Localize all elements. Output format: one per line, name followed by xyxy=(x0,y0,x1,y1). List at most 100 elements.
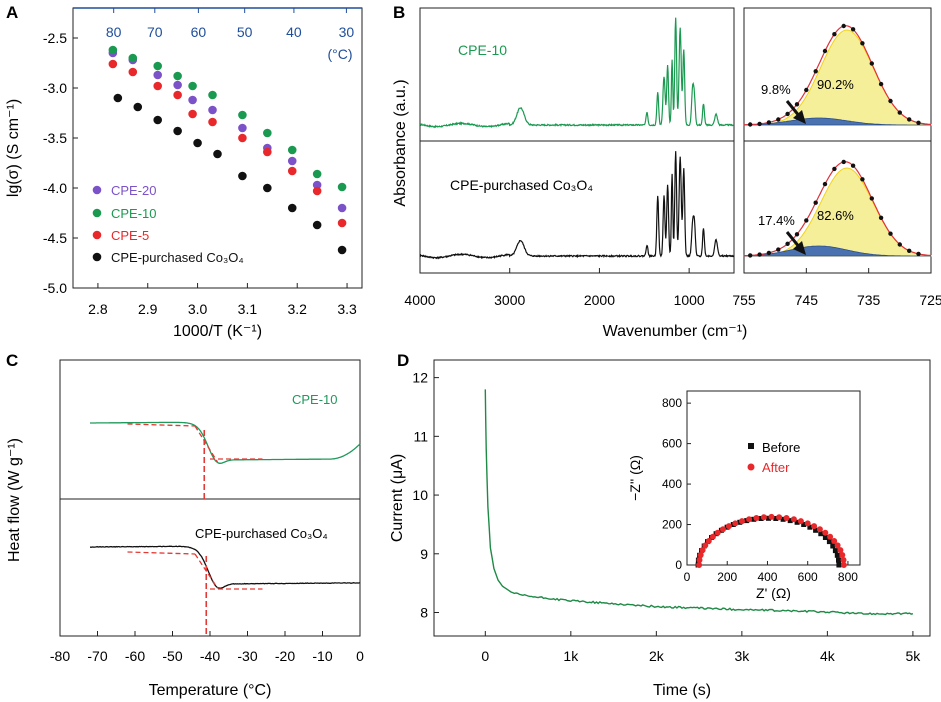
point-a-s1 xyxy=(153,61,163,71)
point-a-s3 xyxy=(113,93,123,103)
data-point-b0 xyxy=(757,121,762,127)
x-tick-label-d: 2k xyxy=(649,648,665,664)
point-a-s0 xyxy=(337,203,347,213)
point-a-s0 xyxy=(153,70,163,80)
top-tick-label-a: 80 xyxy=(106,24,122,40)
point-a-s1 xyxy=(108,45,118,55)
inset-point-after xyxy=(753,515,760,521)
data-point-b1 xyxy=(785,241,790,246)
point-a-s2 xyxy=(238,133,247,143)
inset-point-before xyxy=(807,524,813,530)
point-a-s3 xyxy=(287,203,297,213)
point-a-s0 xyxy=(208,105,217,115)
x-tick-label-c: -80 xyxy=(50,648,70,664)
inset-point-after xyxy=(776,514,783,521)
arrow-head-b0 xyxy=(793,110,806,124)
data-point-b1 xyxy=(757,252,762,257)
panel-letter-b: B xyxy=(393,3,405,22)
inset-x-label-d: Z' (Ω) xyxy=(756,585,791,601)
panel-d-current: 0 1k 2k 3k 4k 5k 8 9 10 11 12 Time (s) Current (μA) 0… xyxy=(389,359,931,699)
x-axis-label-d: Time (s) xyxy=(653,682,711,699)
inset-point-before xyxy=(801,522,807,527)
inset-legend-marker-before xyxy=(748,443,754,449)
top-axis-unit-a: (°C) xyxy=(327,46,352,62)
y-tick-label-a: -5.0 xyxy=(43,280,67,296)
y-tick-label-d: 9 xyxy=(420,546,428,562)
data-point-b0 xyxy=(832,32,837,37)
x-tick-label-a: 2.8 xyxy=(88,301,108,317)
inset-point-before xyxy=(766,515,771,521)
inset-point-after xyxy=(746,516,753,523)
x-tick-label-a: 3.2 xyxy=(287,301,307,317)
fit-large-pct-b0: 90.2% xyxy=(817,77,854,92)
inset-point-after xyxy=(768,513,775,520)
x-tick-label-b-left: 3000 xyxy=(494,292,525,308)
label-cpe-purchased-c: CPE-purchased Co₃O₄ xyxy=(195,526,328,541)
point-a-s1 xyxy=(238,110,247,120)
inset-y-tick-label-d: 800 xyxy=(662,396,682,410)
x-tick-label-d: 1k xyxy=(563,648,579,664)
point-a-s2 xyxy=(312,186,322,196)
inset-point-after xyxy=(760,514,767,521)
x-tick-label-b-right: 745 xyxy=(795,292,819,308)
x-tick-label-d: 5k xyxy=(905,648,921,664)
inset-point-after xyxy=(720,526,726,533)
x-tick-label-c: -20 xyxy=(275,648,295,664)
x-tick-label-c: -70 xyxy=(87,648,107,664)
data-point-b1 xyxy=(766,250,772,256)
inset-point-before xyxy=(830,543,836,549)
point-a-s3 xyxy=(337,245,347,255)
data-point-b0 xyxy=(794,102,800,107)
point-a-s0 xyxy=(238,123,247,133)
y-axis-label-b: Absorbance (a.u.) xyxy=(392,79,409,206)
point-a-s2 xyxy=(128,67,138,77)
inset-point-after xyxy=(699,547,706,554)
dsc-curve-cpe-purchased xyxy=(89,545,361,589)
x-tick-label-c: -60 xyxy=(125,648,145,664)
inset-point-before xyxy=(813,527,819,533)
inset-x-tick-label-d: 400 xyxy=(757,570,777,584)
inset-point-after xyxy=(702,542,709,549)
data-point-b1 xyxy=(916,251,921,257)
data-point-b1 xyxy=(804,218,809,223)
point-a-s1 xyxy=(173,71,182,81)
data-point-b0 xyxy=(869,61,874,66)
data-point-b1 xyxy=(850,163,856,168)
x-tick-label-b-left: 1000 xyxy=(674,292,705,308)
data-point-b1 xyxy=(776,247,781,252)
inset-point-after xyxy=(837,547,844,554)
x-tick-label-a: 3.0 xyxy=(188,301,208,317)
ftir-spectrum-cpe-purchased xyxy=(419,151,735,260)
point-a-s3 xyxy=(193,138,202,148)
data-point-b0 xyxy=(916,120,921,126)
point-a-s3 xyxy=(213,149,222,159)
inset-point-before xyxy=(826,539,832,545)
inset-point-before xyxy=(836,562,842,568)
inset-y-tick-label-d: 200 xyxy=(662,518,682,532)
inset-point-before xyxy=(758,516,764,521)
data-point-b0 xyxy=(888,98,893,104)
inset-legend-label-before: Before xyxy=(762,440,800,455)
legend-label-a-2: CPE-5 xyxy=(111,228,149,243)
data-point-b0 xyxy=(813,69,818,74)
label-cpe-purchased-b: CPE-purchased Co₃O₄ xyxy=(450,177,593,193)
data-point-b1 xyxy=(878,215,884,220)
inset-point-after xyxy=(709,533,716,540)
point-a-s1 xyxy=(208,90,217,100)
point-a-s0 xyxy=(173,80,182,90)
data-point-b0 xyxy=(841,23,846,29)
inset-point-after xyxy=(831,538,838,544)
tangent-line-c2a xyxy=(127,551,196,555)
x-tick-label-b-right: 755 xyxy=(732,292,756,308)
data-point-b1 xyxy=(888,231,893,236)
legend-label-a-0: CPE-20 xyxy=(111,183,157,198)
y-tick-label-d: 10 xyxy=(412,487,428,503)
point-a-s2 xyxy=(337,218,347,228)
inset-point-before xyxy=(836,557,841,563)
data-point-b1 xyxy=(813,200,818,205)
x-tick-label-c: -40 xyxy=(200,648,220,664)
inset-point-after xyxy=(840,562,847,568)
legend-marker-a-3 xyxy=(92,252,102,262)
inset-point-after xyxy=(725,523,732,530)
